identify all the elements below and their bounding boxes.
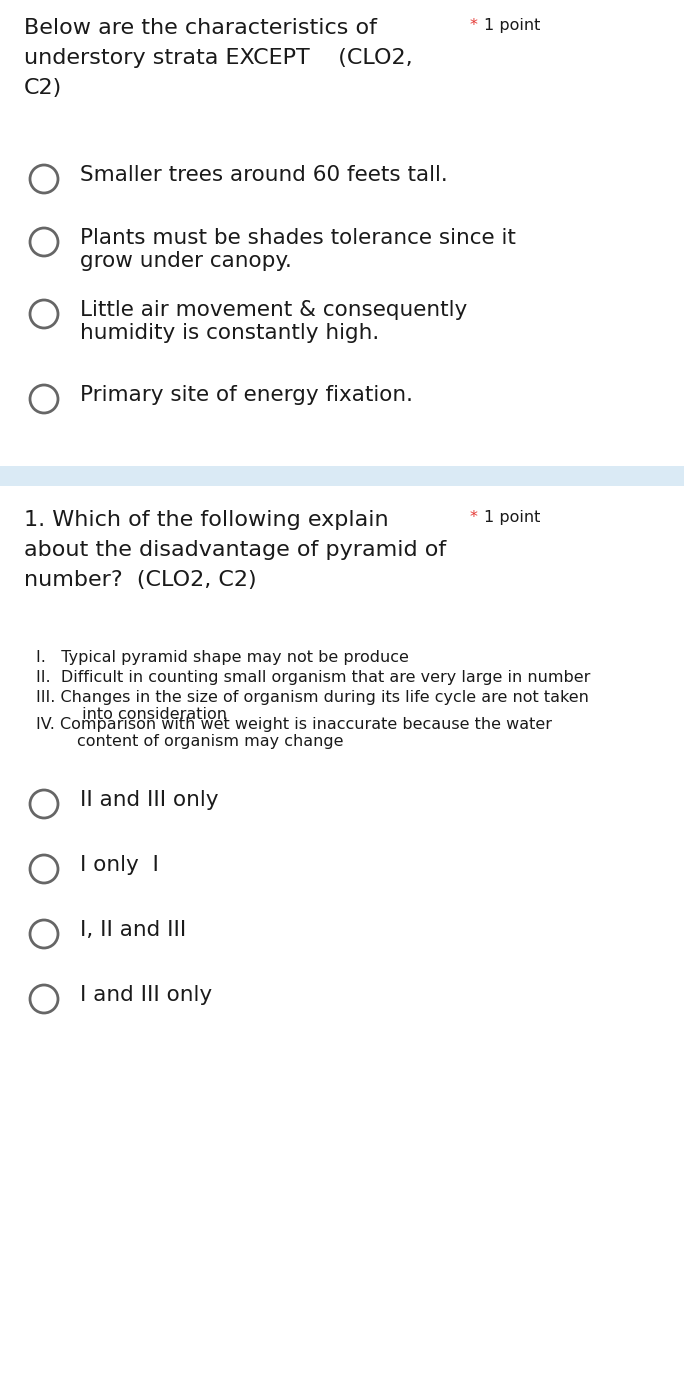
Text: *: * (470, 18, 483, 34)
Text: II and III only: II and III only (80, 790, 218, 810)
Text: I, II and III: I, II and III (80, 920, 186, 940)
Text: 1. Which of the following explain: 1. Which of the following explain (24, 510, 389, 530)
Text: 1 point: 1 point (484, 510, 540, 525)
Text: Little air movement & consequently
humidity is constantly high.: Little air movement & consequently humid… (80, 300, 467, 343)
Text: Smaller trees around 60 feets tall.: Smaller trees around 60 feets tall. (80, 165, 448, 186)
Text: II.  Difficult in counting small organism that are very large in number: II. Difficult in counting small organism… (36, 670, 590, 685)
Text: *: * (470, 510, 483, 525)
Text: I and III only: I and III only (80, 986, 212, 1005)
Text: number?  (CLO2, C2): number? (CLO2, C2) (24, 570, 256, 591)
Bar (0, 466, 684, 486)
Text: Below are the characteristics of: Below are the characteristics of (24, 18, 377, 38)
Text: about the disadvantage of pyramid of: about the disadvantage of pyramid of (24, 540, 446, 560)
Text: Primary site of energy fixation.: Primary site of energy fixation. (80, 385, 413, 405)
Text: understory strata EXCEPT    (CLO2,: understory strata EXCEPT (CLO2, (24, 47, 412, 68)
Text: I only  I: I only I (80, 854, 159, 875)
Text: III. Changes in the size of organism during its life cycle are not taken
       : III. Changes in the size of organism dur… (36, 690, 589, 722)
Text: C2): C2) (24, 78, 62, 98)
Text: I.   Typical pyramid shape may not be produce: I. Typical pyramid shape may not be prod… (36, 651, 409, 664)
Text: Plants must be shades tolerance since it
grow under canopy.: Plants must be shades tolerance since it… (80, 228, 516, 271)
Text: IV. Comparison with wet weight is inaccurate because the water
        content o: IV. Comparison with wet weight is inaccu… (36, 718, 552, 750)
Text: 1 point: 1 point (484, 18, 540, 34)
